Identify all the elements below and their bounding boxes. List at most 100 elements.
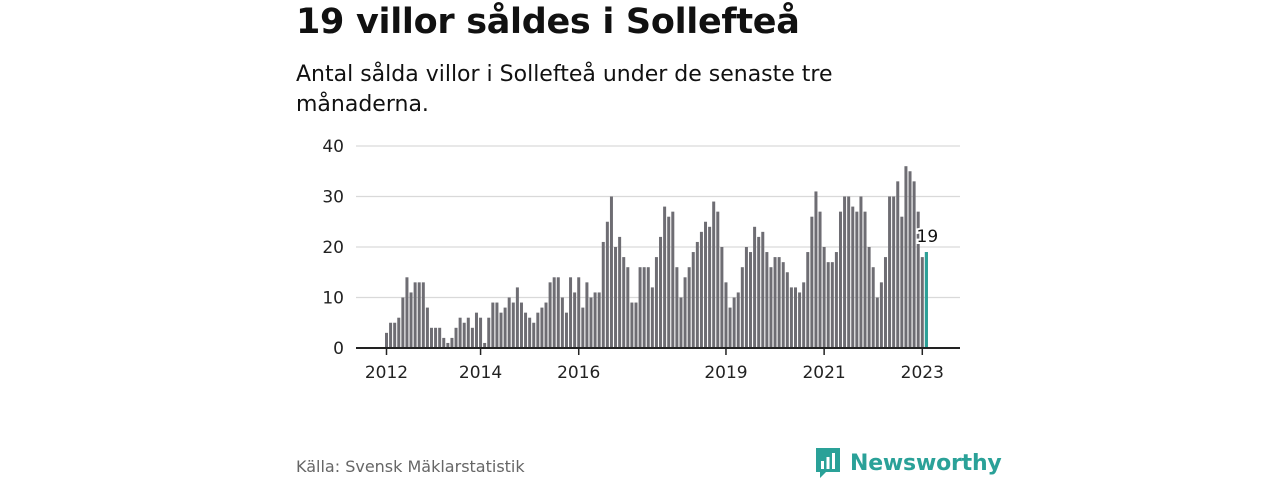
bar — [458, 317, 462, 348]
bar — [773, 257, 777, 348]
bar — [434, 327, 438, 348]
x-tick-label: 2023 — [901, 363, 944, 383]
bar — [491, 302, 495, 348]
bar — [777, 257, 781, 348]
bar — [401, 297, 405, 348]
bar — [511, 302, 515, 348]
bar — [753, 226, 757, 348]
bar — [794, 287, 797, 348]
bar — [765, 252, 769, 348]
bar — [675, 267, 679, 348]
bar — [544, 302, 548, 348]
bar — [781, 262, 785, 348]
bar — [634, 302, 638, 348]
bar — [581, 307, 585, 348]
bar — [503, 307, 507, 348]
bar — [687, 267, 691, 348]
y-tick-label: 10 — [322, 289, 344, 309]
bar — [867, 247, 871, 348]
bar — [888, 196, 892, 348]
bar — [871, 267, 875, 348]
bar — [826, 262, 830, 348]
bar — [908, 171, 912, 348]
x-tick-label: 2016 — [557, 363, 600, 383]
bar — [708, 226, 712, 348]
bar — [916, 211, 920, 348]
bar — [589, 297, 593, 348]
source-note: Källa: Svensk Mäklarstatistik — [296, 457, 525, 476]
bar — [450, 337, 454, 348]
bar — [724, 282, 728, 348]
bar — [519, 302, 523, 348]
bar — [421, 282, 425, 348]
bar — [798, 292, 802, 348]
bar — [810, 216, 814, 348]
bar — [900, 216, 904, 348]
bar — [597, 292, 601, 348]
bar — [474, 312, 478, 348]
bar-chart: 0 10 20 30 40 19 2012 2014 2016 2019 2021 2023 — [322, 137, 960, 383]
bar — [577, 277, 581, 348]
bar — [883, 257, 887, 348]
bar — [413, 282, 417, 348]
bar — [425, 307, 429, 348]
bar — [875, 297, 879, 348]
bar — [663, 206, 667, 348]
bar — [442, 337, 446, 348]
bar — [609, 196, 613, 348]
bar — [749, 252, 753, 348]
bar — [834, 252, 838, 348]
bar — [548, 282, 552, 348]
bar — [654, 257, 658, 348]
bar — [720, 247, 724, 348]
bar — [507, 297, 511, 348]
bar — [454, 327, 458, 348]
bar — [462, 322, 466, 348]
bar — [855, 211, 859, 348]
bar — [470, 327, 474, 348]
bar — [466, 317, 470, 348]
bar — [573, 292, 577, 348]
bar — [728, 307, 732, 348]
bar — [569, 277, 573, 348]
bar — [740, 267, 744, 348]
bar — [515, 287, 519, 348]
bar — [757, 236, 761, 348]
bar — [438, 327, 442, 348]
bar — [920, 257, 924, 348]
bar — [479, 317, 483, 348]
bar — [912, 181, 916, 348]
bar — [417, 282, 421, 348]
bar — [499, 312, 503, 348]
x-tick-label: 2019 — [704, 363, 747, 383]
bar — [822, 247, 826, 348]
bar — [830, 262, 834, 348]
bar — [818, 211, 822, 348]
bar — [614, 247, 618, 348]
bar — [646, 267, 650, 348]
bar — [528, 317, 532, 348]
bar — [851, 206, 855, 348]
chart-subtitle: Antal sålda villor i Sollefteå under de … — [296, 62, 833, 117]
x-tick-label: 2021 — [802, 363, 845, 383]
bar — [483, 342, 487, 348]
bar — [843, 196, 847, 348]
bar — [744, 247, 748, 348]
bar — [806, 252, 810, 348]
y-tick-label: 30 — [322, 188, 344, 208]
bar — [712, 201, 716, 348]
x-tick-label: 2014 — [459, 363, 502, 383]
bar — [585, 282, 589, 348]
bar — [487, 317, 491, 348]
bar — [552, 277, 556, 348]
bar — [695, 241, 699, 348]
bar — [618, 236, 622, 348]
bar — [859, 196, 863, 348]
bar — [683, 277, 687, 348]
brand-name: Newsworthy — [850, 450, 1002, 476]
bar — [405, 277, 409, 348]
chart-title: 19 villor såldes i Sollefteå — [296, 2, 800, 42]
bar — [716, 211, 720, 348]
bar — [704, 221, 708, 348]
bar — [679, 297, 683, 348]
